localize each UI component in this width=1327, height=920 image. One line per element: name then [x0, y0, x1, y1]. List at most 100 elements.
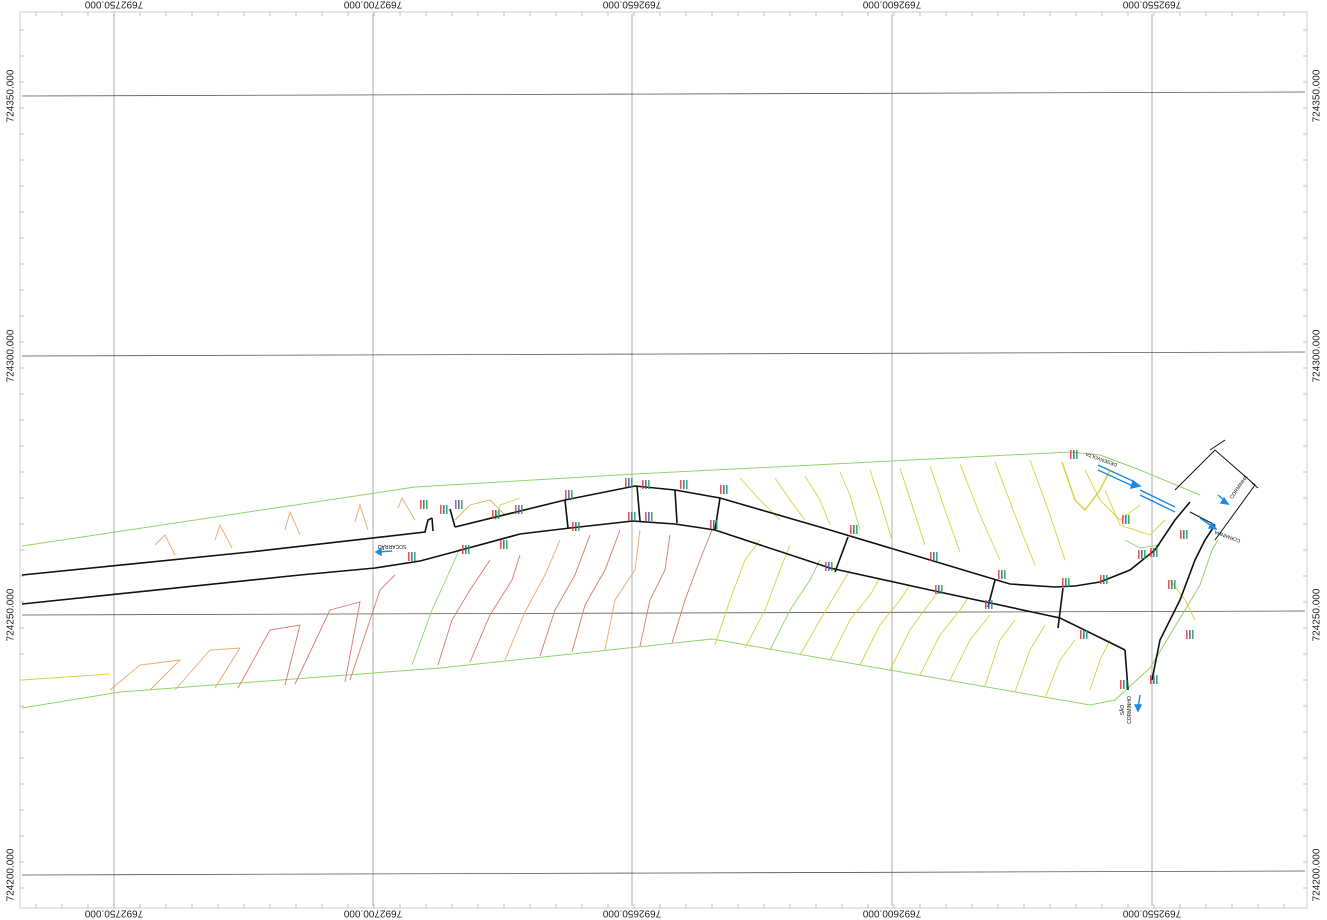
- elevation-tag: [850, 525, 858, 534]
- elevation-tag-mark: [503, 540, 505, 549]
- elevation-tag-mark: [1144, 550, 1146, 559]
- x-coordinate-labels-bottom: 7692750.000 7692700.000 7692650.000 7692…: [84, 907, 1181, 918]
- road-cross-section: [636, 485, 641, 522]
- road-curve-ne: [1074, 501, 1191, 587]
- contour-line: [154, 534, 176, 556]
- contour-line: [994, 461, 1036, 566]
- contour-line: [959, 463, 1001, 561]
- contour-line: [744, 544, 791, 649]
- elevation-tag-mark: [1168, 580, 1170, 589]
- elevation-tag-mark: [443, 505, 445, 514]
- elevation-tag-mark: [1126, 680, 1128, 689]
- elevation-tag-mark: [988, 600, 990, 609]
- elevation-tag-mark: [498, 510, 500, 519]
- elevation-tag-mark: [1150, 548, 1152, 557]
- elevation-tag-mark: [462, 545, 464, 554]
- flow-arrow-south: [1133, 694, 1143, 713]
- contour-line: [504, 539, 561, 661]
- x-coordinate-label: 7692700.000: [343, 0, 402, 9]
- elevation-tag-mark: [941, 585, 943, 594]
- street-label-south-2: CORMINHO: [1127, 696, 1133, 724]
- elevation-tag-mark: [1106, 575, 1108, 584]
- elevation-tag-mark: [468, 545, 470, 554]
- elevation-tag: [1138, 550, 1146, 559]
- contour-line: [671, 529, 713, 644]
- elevation-tag-mark: [575, 522, 577, 531]
- elevation-tag-mark: [1004, 570, 1006, 579]
- contour-line: [21, 673, 111, 681]
- elevation-tag: [1168, 580, 1176, 589]
- elevation-tag-mark: [1174, 580, 1176, 589]
- elevation-tag: [680, 480, 688, 489]
- elevation-tag-mark: [642, 480, 644, 489]
- road-cross-section: [714, 497, 721, 531]
- contour-lines: [21, 459, 1196, 699]
- elevation-tag: [1150, 675, 1158, 684]
- elevation-tag-mark: [1186, 630, 1188, 639]
- contour-line: [109, 659, 182, 691]
- y-coordinate-label: 724350.000: [6, 69, 17, 122]
- elevation-tag: [1150, 548, 1158, 557]
- elevation-tag: [1062, 578, 1070, 587]
- elevation-tag: [408, 552, 416, 561]
- contour-line: [899, 467, 926, 546]
- elevation-tag-mark: [853, 525, 855, 534]
- elevation-tag: [1100, 575, 1108, 584]
- x-coordinate-label: 7692650.000: [602, 0, 661, 9]
- elevation-tag: [1186, 630, 1194, 639]
- elevation-tag-mark: [1156, 548, 1158, 557]
- elevation-tag-mark: [651, 512, 653, 521]
- grid-line-horizontal: [21, 351, 1306, 357]
- elevation-tag-mark: [1065, 578, 1067, 587]
- elevation-tag-mark: [631, 478, 633, 487]
- elevation-tag-mark: [571, 490, 573, 499]
- contour-line: [639, 534, 671, 647]
- contour-line: [214, 523, 233, 549]
- elevation-tag-mark: [1171, 580, 1173, 589]
- contour-line: [604, 529, 641, 651]
- street-labels: SOCARRÃO CORMINHA DESENVOLTA CORMINHA SÃ…: [378, 450, 1250, 724]
- contour-line: [1014, 624, 1046, 693]
- elevation-tag-mark: [1150, 675, 1152, 684]
- contour-line: [354, 503, 369, 531]
- terrain-boundary-north: [21, 451, 1101, 547]
- road-cross-section: [449, 508, 456, 528]
- elevation-tag-mark: [1153, 548, 1155, 557]
- elevation-tag-mark: [628, 512, 630, 521]
- x-coordinate-label: 7692750.000: [84, 907, 143, 918]
- contour-line: [774, 477, 806, 521]
- elevation-tag: [515, 505, 523, 514]
- elevation-tag-mark: [645, 512, 647, 521]
- elevation-tag-mark: [628, 478, 630, 487]
- elevation-tag-mark: [1141, 550, 1143, 559]
- terrain-boundary-ne: [1099, 454, 1201, 496]
- elevation-tag-mark: [1076, 450, 1078, 459]
- elevation-tag-mark: [1068, 578, 1070, 587]
- elevation-tag-mark: [1100, 575, 1102, 584]
- y-coordinate-label: 724300.000: [1312, 329, 1323, 382]
- elevation-tag-mark: [648, 480, 650, 489]
- contour-line: [294, 601, 361, 685]
- elevation-tag-mark: [634, 512, 636, 521]
- elevation-tag: [572, 522, 580, 531]
- road-cross-section: [834, 536, 849, 573]
- elevation-tag-mark: [998, 570, 1000, 579]
- elevation-tag-mark: [411, 552, 413, 561]
- road-cross-section: [431, 517, 434, 532]
- elevation-tag-mark: [625, 478, 627, 487]
- street-label-west: SOCARRÃO: [378, 543, 407, 550]
- elevation-tag-mark: [930, 552, 932, 561]
- elevation-tag: [462, 545, 470, 554]
- elevation-tag-mark: [856, 525, 858, 534]
- elevation-tag: [1122, 515, 1130, 524]
- elevation-tag: [930, 552, 938, 561]
- elevation-tag: [440, 505, 448, 514]
- y-coordinate-labels-right: 724350.000 724300.000 724250.000 724200.…: [1312, 69, 1323, 901]
- x-coordinate-label: 7692750.000: [84, 0, 143, 9]
- elevation-tag-mark: [446, 505, 448, 514]
- elevation-labels: [408, 450, 1194, 689]
- elevation-tag-mark: [1138, 550, 1140, 559]
- elevation-tag-mark: [1001, 570, 1003, 579]
- grid-line-horizontal: [21, 610, 1306, 616]
- elevation-tag: [492, 510, 500, 519]
